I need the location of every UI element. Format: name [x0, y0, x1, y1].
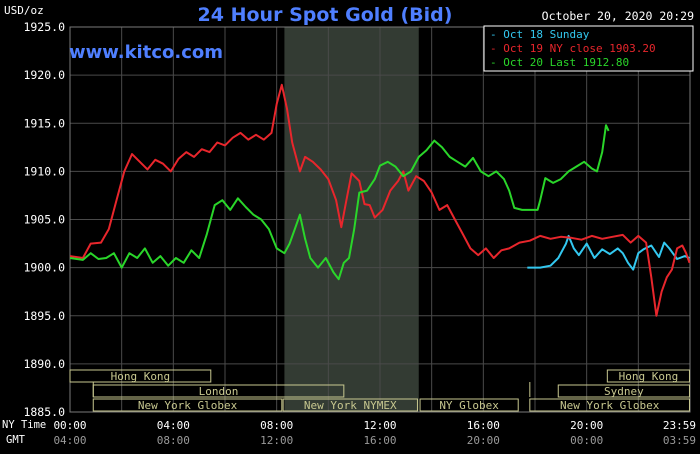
plot-frame: [69, 26, 691, 413]
x-tick-label-gmt: 03:59: [663, 434, 696, 447]
x-tick-label-ny: 08:00: [260, 419, 293, 432]
y-tick-label: 1915.0: [23, 116, 65, 130]
x-tick-label-gmt: 16:00: [363, 434, 396, 447]
x-tick-label-ny: 20:00: [570, 419, 603, 432]
y-tick-label: 1910.0: [23, 164, 65, 178]
x-tick-label-ny: 04:00: [157, 419, 190, 432]
x-tick-label-gmt: 00:00: [570, 434, 603, 447]
session-label: New York NYMEX: [304, 399, 397, 412]
x-tick-label-ny: 23:59: [663, 419, 696, 432]
chart-title: 24 Hour Spot Gold (Bid): [198, 4, 453, 26]
session-box: [606, 369, 690, 383]
y-tick-label: 1925.0: [23, 20, 65, 34]
x-tick-label-gmt: 04:00: [53, 434, 86, 447]
x-tick-label-ny: 12:00: [363, 419, 396, 432]
gmt-label: GMT: [6, 434, 26, 446]
session-box: [557, 384, 690, 398]
y-tick-label: 1920.0: [23, 68, 65, 82]
date-stamp: October 20, 2020 20:29: [542, 9, 694, 23]
series-line: [69, 83, 691, 317]
x-tick-label-gmt: 08:00: [157, 434, 190, 447]
session-box: [92, 398, 283, 412]
y-tick-label: 1905.0: [23, 213, 65, 227]
session-box: [69, 369, 212, 383]
y-axis-unit: USD/oz: [4, 4, 44, 17]
y-tick-label: 1895.0: [23, 309, 65, 323]
session-label: London: [199, 385, 239, 398]
session-label: Sydney: [604, 385, 644, 398]
legend-item-oct19: - Oct 19 NY close 1903.20: [490, 42, 656, 55]
session-label: Hong Kong: [111, 370, 171, 383]
y-tick-label: 1885.0: [23, 405, 65, 419]
x-tick-label-ny: 00:00: [53, 419, 86, 432]
x-tick-label-gmt: 12:00: [260, 434, 293, 447]
series-line: [527, 234, 690, 271]
kitco-watermark: www.kitco.com: [69, 42, 223, 63]
session-label: New York Globex: [138, 399, 238, 412]
legend-item-oct18: - Oct 18 Sunday: [490, 28, 590, 41]
legend-box: [483, 25, 694, 72]
session-label: New York Globex: [560, 399, 660, 412]
legend: - Oct 18 Sunday - Oct 19 NY close 1903.2…: [483, 25, 694, 72]
x-tick-label-ny: 16:00: [467, 419, 500, 432]
session-label: NY Globex: [439, 399, 499, 412]
session-box: [529, 398, 690, 412]
y-tick-label: 1890.0: [23, 357, 65, 371]
session-box: [282, 398, 418, 412]
legend-item-oct20: - Oct 20 Last 1912.80: [490, 56, 629, 69]
session-box: [419, 398, 519, 412]
x-tick-label-gmt: 20:00: [467, 434, 500, 447]
session-label: Hong Kong: [619, 370, 679, 383]
series-line: [69, 124, 610, 281]
y-tick-label: 1900.0: [23, 261, 65, 275]
ny-time-label: NY Time: [2, 419, 46, 431]
